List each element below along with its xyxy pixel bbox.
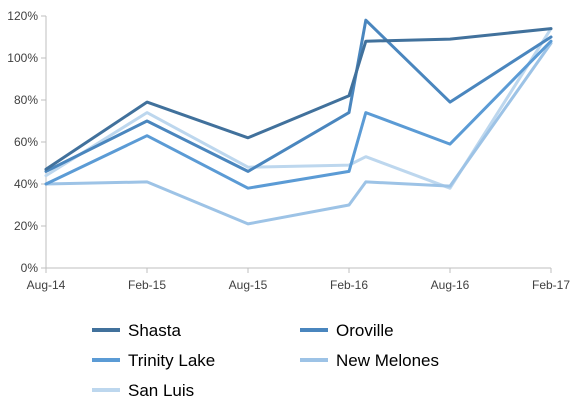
y-tick-label: 0%: [21, 261, 39, 275]
x-tick-label: Feb-15: [128, 278, 166, 292]
series-line-san-luis: [44, 27, 553, 190]
series-line-oroville: [44, 18, 553, 173]
legend-label: New Melones: [336, 351, 439, 370]
legend-label: San Luis: [128, 381, 194, 400]
y-tick-label: 80%: [14, 93, 38, 107]
y-tick-label: 60%: [14, 135, 38, 149]
legend-item-shasta: Shasta: [92, 321, 181, 340]
legend-item-oroville: Oroville: [300, 321, 394, 340]
series-line-shasta: [44, 27, 553, 171]
legend-label: Oroville: [336, 321, 394, 340]
y-tick-label: 40%: [14, 177, 38, 191]
legend-item-san-luis: San Luis: [92, 381, 194, 400]
x-tick-label: Feb-16: [330, 278, 368, 292]
y-tick-label: 100%: [7, 51, 38, 65]
series-line-trinity-lake: [44, 39, 553, 190]
series-line-new-melones: [44, 41, 553, 226]
legend-item-trinity-lake: Trinity Lake: [92, 351, 215, 370]
x-tick-label: Aug-16: [431, 278, 470, 292]
x-tick-label: Aug-14: [27, 278, 66, 292]
y-tick-label: 20%: [14, 219, 38, 233]
legend-label: Shasta: [128, 321, 181, 340]
series-lines: [44, 18, 553, 226]
legend-label: Trinity Lake: [128, 351, 215, 370]
axes: 0% 20% 40% 60% 80% 100% 120% Aug-14 Feb-15 Aug-15…: [7, 9, 570, 292]
y-tick-label: 120%: [7, 9, 38, 23]
x-tick-label: Feb-17: [532, 278, 570, 292]
legend: Shasta Oroville Trinity Lake New Melones San…: [92, 321, 439, 400]
x-tick-label: Aug-15: [229, 278, 268, 292]
legend-item-new-melones: New Melones: [300, 351, 439, 370]
